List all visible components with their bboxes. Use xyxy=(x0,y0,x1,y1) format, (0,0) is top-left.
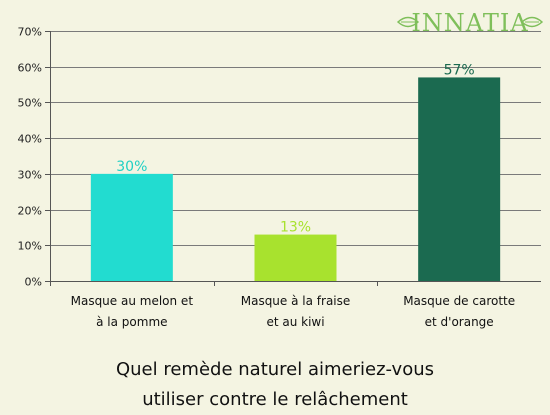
x-category-label: Masque à la fraise xyxy=(241,294,351,308)
y-axis: 0% 10% 20% 30% 40% 50% 60% 70% xyxy=(18,26,541,289)
chart-title-line-2: utiliser contre le relâchement xyxy=(142,389,408,410)
data-label: 30% xyxy=(116,159,147,175)
bar xyxy=(418,77,501,281)
x-category-label: à la pomme xyxy=(96,315,167,329)
y-tick-label: 0% xyxy=(25,276,42,289)
y-tick-label: 30% xyxy=(18,169,42,182)
logo-text: INNATIA xyxy=(411,9,528,37)
chart-title-line-1: Quel remède naturel aimeriez-vous xyxy=(116,359,434,380)
innatia-logo: INNATIA xyxy=(396,9,544,37)
left-leaf-icon xyxy=(396,16,420,28)
x-category-label: et d'orange xyxy=(425,315,494,329)
y-tick-label: 10% xyxy=(18,240,42,253)
y-tick-label: 40% xyxy=(18,133,42,146)
y-tick-label: 70% xyxy=(18,26,42,39)
x-category-label: Masque au melon et xyxy=(71,294,194,308)
data-label: 57% xyxy=(444,62,475,78)
bars: 30% 13% 57% xyxy=(90,62,501,281)
data-label: 13% xyxy=(280,220,311,236)
right-leaf-icon xyxy=(520,16,544,28)
y-tick-label: 60% xyxy=(18,62,42,75)
y-tick-label: 50% xyxy=(18,97,42,110)
y-tick-label: 20% xyxy=(18,205,42,218)
bar xyxy=(90,173,173,281)
x-axis-labels: Masque au melon et à la pomme Masque à la … xyxy=(71,294,516,329)
x-category-label: Masque de carotte xyxy=(403,294,515,308)
x-category-label: et au kiwi xyxy=(266,315,324,329)
bar xyxy=(254,234,337,281)
